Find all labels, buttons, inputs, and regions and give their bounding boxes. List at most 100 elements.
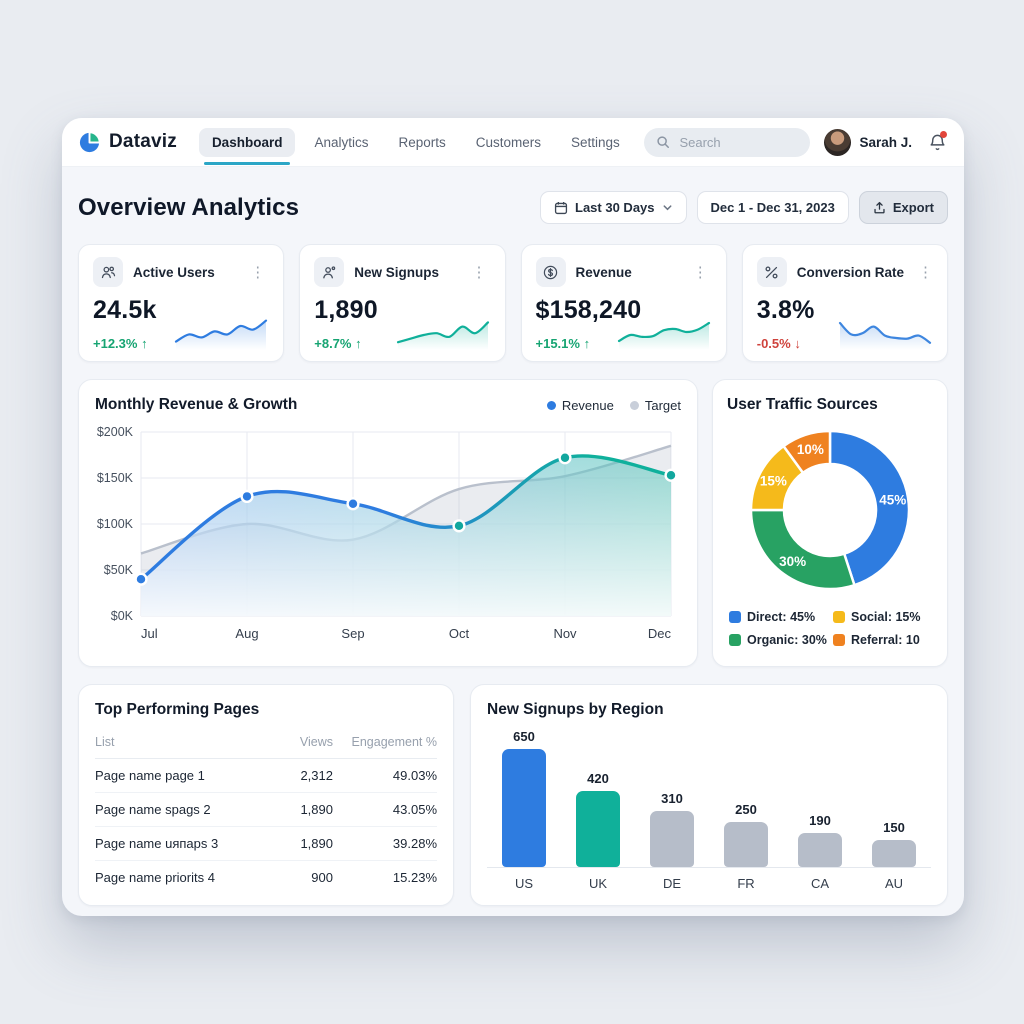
bar [576, 791, 620, 867]
svg-text:Jul: Jul [141, 626, 158, 641]
table-row: Page name page 1 2,312 49.03% [95, 759, 437, 793]
legend-item-social[interactable]: Social: 15% [833, 610, 931, 624]
bar-value-label: 250 [735, 802, 757, 817]
svg-text:Sep: Sep [341, 626, 364, 641]
top-nav-bar: Dataviz Dashboard Analytics Reports Cust… [62, 118, 964, 167]
cell-page-name: Page name uяпaps 3 [95, 836, 219, 851]
stat-card-new-signups: New Signups ⋮ 1,890 +8.7% ↑ [299, 244, 506, 362]
stat-delta: +15.1% ↑ [535, 336, 591, 351]
svg-text:10%: 10% [797, 442, 824, 457]
chart-title: Monthly Revenue & Growth [95, 396, 298, 413]
search-box[interactable] [644, 127, 811, 157]
export-label: Export [892, 200, 934, 215]
svg-text:$50K: $50K [104, 563, 134, 577]
user-menu[interactable]: Sarah J. [824, 128, 912, 156]
cell-views: 900 [311, 870, 333, 885]
nav-tab-settings[interactable]: Settings [571, 134, 620, 150]
stat-title: Active Users [133, 264, 215, 280]
svg-text:Nov: Nov [553, 626, 577, 641]
legend-label: Direct: 45% [747, 610, 816, 624]
stat-menu-button[interactable]: ⋮ [918, 263, 934, 281]
stat-title: Conversion Rate [796, 264, 905, 280]
nav-tab-analytics[interactable]: Analytics [314, 134, 369, 150]
stat-card-active-users: Active Users ⋮ 24.5k +12.3% ↑ [78, 244, 285, 362]
bar-category-label: US [514, 876, 534, 891]
svg-text:$150K: $150K [97, 471, 134, 485]
stat-delta: +8.7% ↑ [314, 336, 362, 351]
legend-swatch [729, 611, 741, 623]
stat-delta: -0.5% ↓ [756, 336, 801, 351]
dashboard-window: Dataviz Dashboard Analytics Reports Cust… [62, 118, 964, 916]
legend-label: Target [644, 397, 681, 413]
bar-value-label: 150 [883, 820, 905, 835]
svg-text:45%: 45% [879, 493, 906, 508]
bar-value-label: 190 [809, 813, 831, 828]
stat-sparkline [617, 321, 710, 350]
nav-tab-reports[interactable]: Reports [398, 134, 446, 150]
stat-menu-button[interactable]: ⋮ [471, 263, 487, 281]
brand-name: Dataviz [109, 131, 177, 152]
revenue-growth-chart: $0K $50K $100K $150K $200K Jul Aug Sep Oct Nov Dec [97, 425, 678, 641]
chart-title: New Signups by Region [487, 701, 664, 718]
chart-title: User Traffic Sources [727, 396, 878, 413]
stat-value: $158,240 [535, 296, 642, 324]
col-header-views: Views [299, 735, 333, 749]
legend-item-target[interactable]: Target [629, 397, 681, 413]
date-range-dropdown[interactable]: Last 30 Days [540, 191, 687, 224]
bar-value-label: 310 [661, 791, 683, 806]
stat-title: New Signups [354, 264, 440, 280]
legend-label: Referral: 10 [851, 633, 920, 647]
bar-category-label: DE [662, 876, 682, 891]
search-input[interactable] [677, 133, 792, 151]
date-display-button[interactable]: Dec 1 - Dec 31, 2023 [696, 191, 849, 224]
svg-text:$0K: $0K [111, 609, 134, 623]
stat-sparkline [838, 321, 932, 350]
page-content: Overview Analytics Last 30 Days Dec 1 - … [62, 191, 964, 906]
cell-page-name: Page name priorits 4 [95, 870, 215, 885]
svg-text:$100K: $100K [97, 517, 134, 531]
date-display-label: Dec 1 - Dec 31, 2023 [710, 200, 835, 215]
stat-sparkline [396, 321, 489, 350]
legend-item-organic[interactable]: Organic: 30% [729, 633, 827, 647]
users-icon [93, 257, 123, 287]
cell-page-name: Page name page 1 [95, 768, 205, 783]
bar [650, 811, 694, 867]
cell-engagement: 43.05% [392, 802, 437, 817]
stat-card-revenue: Revenue ⋮ $158,240 +15.1% ↑ [520, 244, 727, 362]
legend-item-referral[interactable]: Referral: 10 [833, 633, 931, 647]
legend-item-revenue[interactable]: Revenue [546, 398, 614, 413]
revenue-growth-card: Monthly Revenue & Growth Revenue Target [78, 379, 698, 667]
stat-menu-button[interactable]: ⋮ [250, 263, 266, 281]
bottom-row: Top Performing Pages List Views Engageme… [78, 684, 948, 906]
stat-value: 1,890 [314, 296, 378, 324]
table-header: List Views Engagement % [95, 731, 437, 759]
brand-logo[interactable]: Dataviz [78, 130, 177, 154]
percent-icon [756, 257, 787, 287]
cell-views: 1,890 [300, 802, 333, 817]
main-nav: Dashboard Analytics Reports Customers Se… [198, 127, 631, 165]
notifications-button[interactable] [926, 131, 948, 153]
stat-sparkline [175, 319, 268, 350]
stat-title: Revenue [575, 264, 632, 280]
nav-tab-dashboard[interactable]: Dashboard [198, 127, 296, 165]
col-header-list: List [95, 735, 115, 749]
header-right: Sarah J. [644, 127, 948, 157]
bar-column: 150 [857, 820, 931, 867]
table-title: Top Performing Pages [95, 701, 260, 718]
user-plus-icon [314, 257, 345, 287]
bar-value-label: 650 [513, 729, 535, 744]
svg-text:$200K: $200K [97, 425, 134, 439]
legend-label: Organic: 30% [747, 633, 827, 647]
signups-region-card: New Signups by Region 650 420 310 250 190 150… [470, 684, 948, 906]
svg-text:30%: 30% [779, 554, 806, 569]
svg-text:Oct: Oct [449, 626, 470, 641]
export-button[interactable]: Export [858, 191, 948, 224]
pages-table: List Views Engagement % Page name page 1… [95, 731, 437, 894]
svg-text:Dec: Dec [648, 626, 672, 641]
top-pages-card: Top Performing Pages List Views Engageme… [78, 684, 454, 906]
bar [724, 822, 768, 867]
stat-menu-button[interactable]: ⋮ [692, 263, 708, 281]
nav-tab-customers[interactable]: Customers [475, 134, 542, 150]
legend-item-direct[interactable]: Direct: 45% [729, 610, 827, 624]
